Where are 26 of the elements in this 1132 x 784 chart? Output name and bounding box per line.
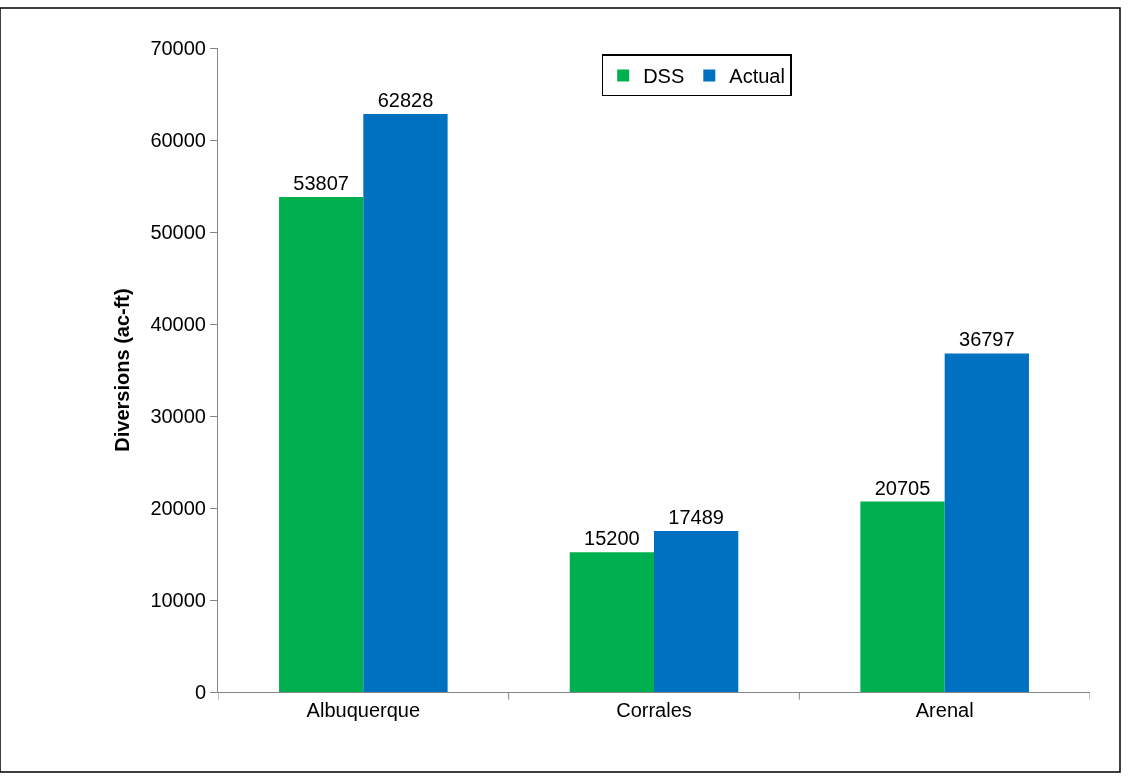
bar xyxy=(279,196,364,692)
y-tick-label: 70000 xyxy=(150,37,206,59)
data-label: 62828 xyxy=(377,88,434,111)
y-axis-title: Diversions (ac-ft) xyxy=(110,288,133,452)
bar xyxy=(654,531,739,692)
y-tick-label: 50000 xyxy=(150,221,206,243)
data-label: 20705 xyxy=(874,476,931,499)
bar xyxy=(944,353,1029,692)
data-label: 36797 xyxy=(959,328,1015,351)
y-tick-label: 10000 xyxy=(150,589,206,611)
x-tick-label: Arenal xyxy=(915,699,974,721)
bar xyxy=(363,113,448,692)
bar xyxy=(569,552,654,692)
y-tick-label: 40000 xyxy=(150,313,206,335)
data-label: 15200 xyxy=(584,527,640,550)
y-tick-label: 60000 xyxy=(150,129,206,151)
legend-label: Actual xyxy=(729,65,785,88)
y-tick-label: 30000 xyxy=(150,405,206,427)
data-label: 17489 xyxy=(668,506,724,529)
x-tick-label: Albuquerque xyxy=(306,699,421,721)
legend-label: DSS xyxy=(643,65,685,88)
y-tick-label: 20000 xyxy=(150,497,206,519)
bar xyxy=(860,501,945,692)
x-tick-label: Corrales xyxy=(616,699,692,721)
y-tick-label: 0 xyxy=(194,681,206,703)
data-label: 53807 xyxy=(293,171,349,194)
